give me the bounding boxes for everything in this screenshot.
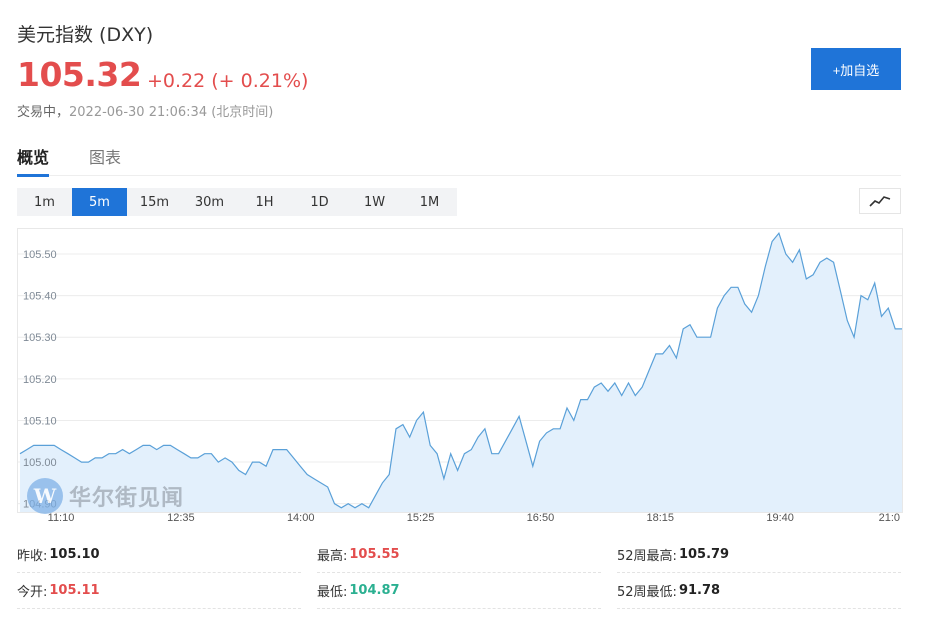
chart-type-button[interactable] — [859, 188, 901, 214]
y-tick-label: 105.30 — [23, 332, 57, 344]
trading-status: 交易中，2022-06-30 21:06:34 (北京时间) — [17, 101, 273, 120]
instrument-title: 美元指数 (DXY) — [17, 24, 154, 46]
period-1h[interactable]: 1H — [255, 194, 274, 210]
view-tabs: 概览 图表 — [17, 140, 901, 177]
period-selector: 1m 5m 15m 30m 1H 1D 1W 1M — [17, 188, 457, 216]
tab-overview[interactable]: 概览 — [17, 144, 50, 177]
stat-high-52w: 52周最高: 105.79 — [617, 537, 901, 573]
stat-value: 105.79 — [678, 547, 730, 562]
period-30m[interactable]: 30m — [194, 194, 225, 210]
stat-high: 最高: 105.55 — [317, 537, 601, 573]
x-tick-label: 11:10 — [48, 512, 75, 524]
x-tick-label: 21:0 — [879, 512, 900, 524]
watermark: W 华尔街见闻 — [27, 478, 184, 514]
watermark-text: 华尔街见闻 — [69, 485, 185, 511]
period-1w[interactable]: 1W — [363, 194, 386, 210]
price-chart-svg: 104.90105.00105.10105.20105.30105.40105.… — [17, 228, 903, 524]
y-tick-label: 105.00 — [23, 457, 57, 469]
stat-value: 105.11 — [49, 583, 100, 598]
y-tick-label: 105.20 — [23, 374, 57, 386]
y-tick-label: 105.40 — [23, 291, 57, 303]
y-tick-label: 105.10 — [23, 415, 57, 427]
period-1d[interactable]: 1D — [310, 194, 329, 210]
stat-label: 最高: — [317, 549, 348, 564]
stat-label: 昨收: — [17, 549, 48, 564]
period-1m[interactable]: 1m — [34, 194, 55, 210]
line-chart-icon — [869, 196, 891, 207]
stat-open: 今开: 105.11 — [17, 573, 301, 609]
price-change: +0.22 (+ 0.21%) — [147, 70, 309, 92]
current-price: 105.32 — [17, 55, 142, 94]
stat-label: 52周最低: — [617, 585, 677, 600]
add-to-watchlist-button[interactable]: +加自选 — [811, 48, 901, 90]
x-tick-label: 14:00 — [287, 512, 315, 524]
price-area — [20, 233, 902, 512]
tab-chart[interactable]: 图表 — [89, 148, 122, 167]
period-15m[interactable]: 15m — [139, 194, 170, 210]
x-tick-label: 18:15 — [647, 512, 675, 524]
x-tick-label: 12:35 — [167, 512, 195, 524]
period-1mo[interactable]: 1M — [419, 194, 440, 210]
stat-label: 52周最高: — [617, 549, 677, 564]
stat-value: 104.87 — [349, 583, 400, 598]
watermark-logo: W — [27, 478, 63, 514]
status-label: 交易中， — [17, 105, 70, 120]
stat-low: 最低: 104.87 — [317, 573, 601, 609]
status-time: 2022-06-30 21:06:34 (北京时间) — [69, 105, 274, 120]
period-5m[interactable]: 5m — [72, 188, 127, 216]
y-tick-label: 105.50 — [23, 249, 57, 261]
price-line — [19, 231, 902, 509]
stat-value: 105.55 — [349, 547, 400, 562]
x-tick-label: 16:50 — [527, 512, 555, 524]
stat-label: 最低: — [317, 585, 348, 600]
stat-value: 91.78 — [678, 583, 721, 598]
stat-prev-close: 昨收: 105.10 — [17, 537, 301, 573]
stat-low-52w: 52周最低: 91.78 — [617, 573, 901, 609]
stat-label: 今开: — [17, 585, 48, 600]
stat-value: 105.10 — [49, 547, 100, 562]
x-tick-label: 15:25 — [407, 512, 435, 524]
x-tick-label: 19:40 — [766, 512, 794, 524]
price-chart[interactable]: 104.90105.00105.10105.20105.30105.40105.… — [17, 228, 903, 533]
